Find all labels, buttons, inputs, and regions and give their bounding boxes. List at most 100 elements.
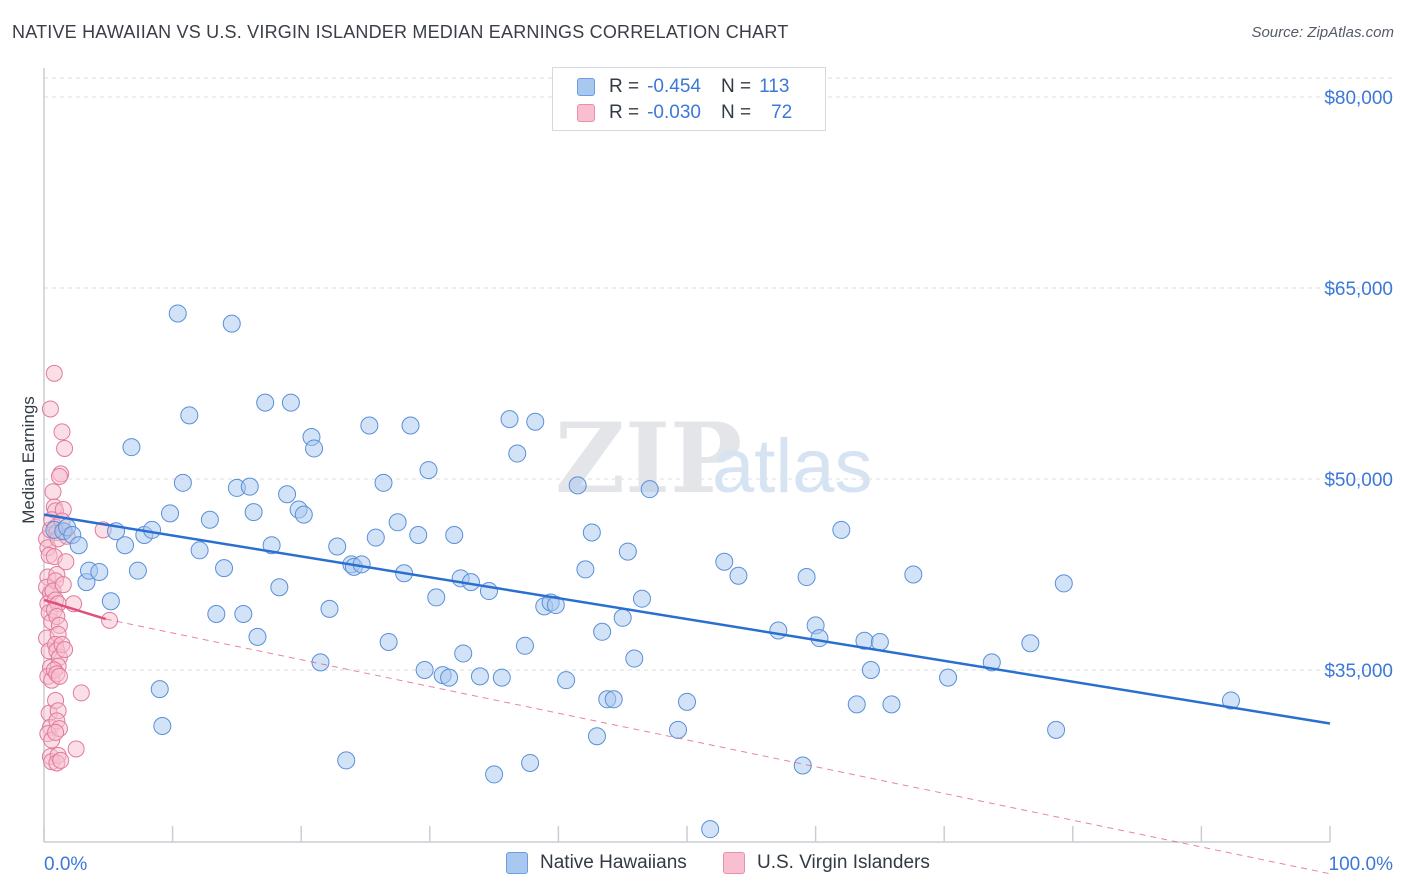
data-point-native-hawaiian: [128, 561, 147, 580]
data-point-usvi: [50, 467, 68, 485]
legend-r-value: -0.030: [647, 102, 701, 123]
legend-swatch-blue: [577, 78, 595, 96]
legend-swatch-pink: [723, 852, 745, 874]
trend-line-usvi: [43, 598, 107, 621]
data-point-native-hawaiian: [1021, 634, 1040, 653]
legend-row-native-hawaiian: R = -0.454 N = 113: [577, 75, 789, 99]
data-point-native-hawaiian: [715, 552, 734, 571]
data-point-native-hawaiian: [454, 644, 473, 663]
data-point-native-hawaiian: [337, 751, 356, 770]
data-point-native-hawaiian: [587, 727, 606, 746]
data-point-native-hawaiian: [116, 536, 135, 555]
data-point-native-hawaiian: [278, 485, 297, 504]
series-native-hawaiian-points: [45, 304, 1240, 839]
data-point-native-hawaiian: [870, 632, 889, 651]
legend-n-value: 113: [759, 76, 790, 97]
y-tick-labels: $35,000 $50,000 $65,000 $80,000: [1324, 88, 1393, 682]
data-point-usvi: [47, 723, 65, 741]
data-point-native-hawaiian: [618, 542, 637, 561]
legend-r-label: R =: [609, 102, 640, 123]
data-point-native-hawaiian: [576, 560, 595, 579]
data-point-native-hawaiian: [810, 629, 829, 648]
data-point-native-hawaiian: [668, 720, 687, 739]
data-point-native-hawaiian: [604, 690, 623, 709]
data-point-usvi: [56, 439, 74, 457]
y-tick-label: $50,000: [1324, 470, 1393, 491]
stats-legend: R = -0.454 N = 113 R = -0.030 N = 72: [552, 67, 826, 131]
legend-swatch-pink: [577, 104, 595, 122]
legend-n-value: 72: [771, 102, 793, 123]
data-point-native-hawaiian: [904, 565, 923, 584]
data-point-native-hawaiian: [256, 393, 275, 412]
data-point-native-hawaiian: [122, 438, 141, 457]
data-point-native-hawaiian: [939, 668, 958, 687]
x-tick-labels: 0.0% 100.0%: [44, 854, 1393, 875]
data-point-native-hawaiian: [632, 589, 651, 608]
data-point-native-hawaiian: [582, 523, 601, 542]
data-point-native-hawaiian: [729, 566, 748, 585]
series-legend: Native Hawaiians U.S. Virgin Islanders: [0, 852, 1406, 878]
data-point-native-hawaiian: [180, 406, 199, 425]
data-point-usvi: [50, 667, 68, 685]
data-point-native-hawaiian: [485, 765, 504, 784]
data-point-native-hawaiian: [568, 476, 587, 495]
data-point-usvi: [53, 423, 71, 441]
data-point-native-hawaiian: [401, 416, 420, 435]
data-point-native-hawaiian: [832, 520, 851, 539]
data-point-native-hawaiian: [415, 661, 434, 679]
y-tick-label: $65,000: [1324, 279, 1393, 300]
data-point-usvi: [45, 364, 63, 382]
data-point-native-hawaiian: [215, 559, 234, 578]
data-point-native-hawaiian: [1221, 691, 1240, 710]
y-tick-label: $35,000: [1324, 661, 1393, 682]
legend-r-value: -0.454: [647, 76, 701, 97]
data-point-native-hawaiian: [1054, 574, 1073, 593]
data-point-native-hawaiian: [168, 304, 187, 323]
data-point-usvi: [44, 483, 62, 501]
data-point-native-hawaiian: [270, 578, 289, 597]
data-point-native-hawaiian: [69, 536, 88, 555]
data-point-native-hawaiian: [1047, 720, 1066, 739]
data-point-native-hawaiian: [281, 393, 300, 412]
data-point-native-hawaiian: [847, 695, 866, 714]
legend-label: U.S. Virgin Islanders: [757, 852, 930, 873]
chart-title: NATIVE HAWAIIAN VS U.S. VIRGIN ISLANDER …: [12, 22, 789, 42]
data-point-native-hawaiian: [521, 753, 540, 772]
data-point-native-hawaiian: [470, 667, 489, 686]
data-point-native-hawaiian: [379, 632, 398, 651]
data-point-native-hawaiian: [90, 562, 109, 581]
data-point-native-hawaiian: [262, 536, 281, 555]
data-point-usvi: [56, 641, 74, 659]
data-point-native-hawaiian: [173, 473, 192, 492]
data-point-native-hawaiian: [305, 439, 324, 458]
x-tick-label: 100.0%: [1329, 854, 1394, 875]
y-axis-title: Median Earnings: [19, 396, 38, 524]
data-point-native-hawaiian: [515, 636, 534, 655]
watermark: ZIP atlas: [555, 402, 873, 515]
data-point-native-hawaiian: [360, 416, 379, 435]
data-point-native-hawaiian: [207, 604, 226, 623]
data-point-native-hawaiian: [500, 410, 519, 429]
data-point-native-hawaiian: [526, 412, 545, 431]
data-point-native-hawaiian: [244, 503, 263, 522]
data-point-native-hawaiian: [190, 541, 209, 560]
data-point-usvi: [52, 751, 70, 769]
data-point-native-hawaiian: [613, 608, 632, 627]
data-point-usvi: [41, 400, 59, 418]
data-point-native-hawaiian: [508, 444, 527, 463]
data-point-native-hawaiian: [366, 528, 385, 547]
data-point-native-hawaiian: [701, 820, 720, 839]
legend-row-usvi: R = -0.030 N = 72: [577, 101, 792, 125]
trend-line-usvi-extension: [105, 618, 1331, 875]
data-point-native-hawaiian: [593, 622, 612, 641]
data-point-usvi: [72, 684, 90, 702]
data-point-native-hawaiian: [427, 588, 446, 607]
data-point-usvi: [67, 740, 85, 758]
data-point-native-hawaiian: [557, 671, 576, 690]
data-point-usvi: [54, 576, 72, 594]
legend-label: Native Hawaiians: [540, 852, 687, 873]
y-tick-label: $80,000: [1324, 88, 1393, 109]
trend-line-native-hawaiian: [43, 513, 1331, 725]
legend-n-label: N =: [720, 102, 752, 123]
